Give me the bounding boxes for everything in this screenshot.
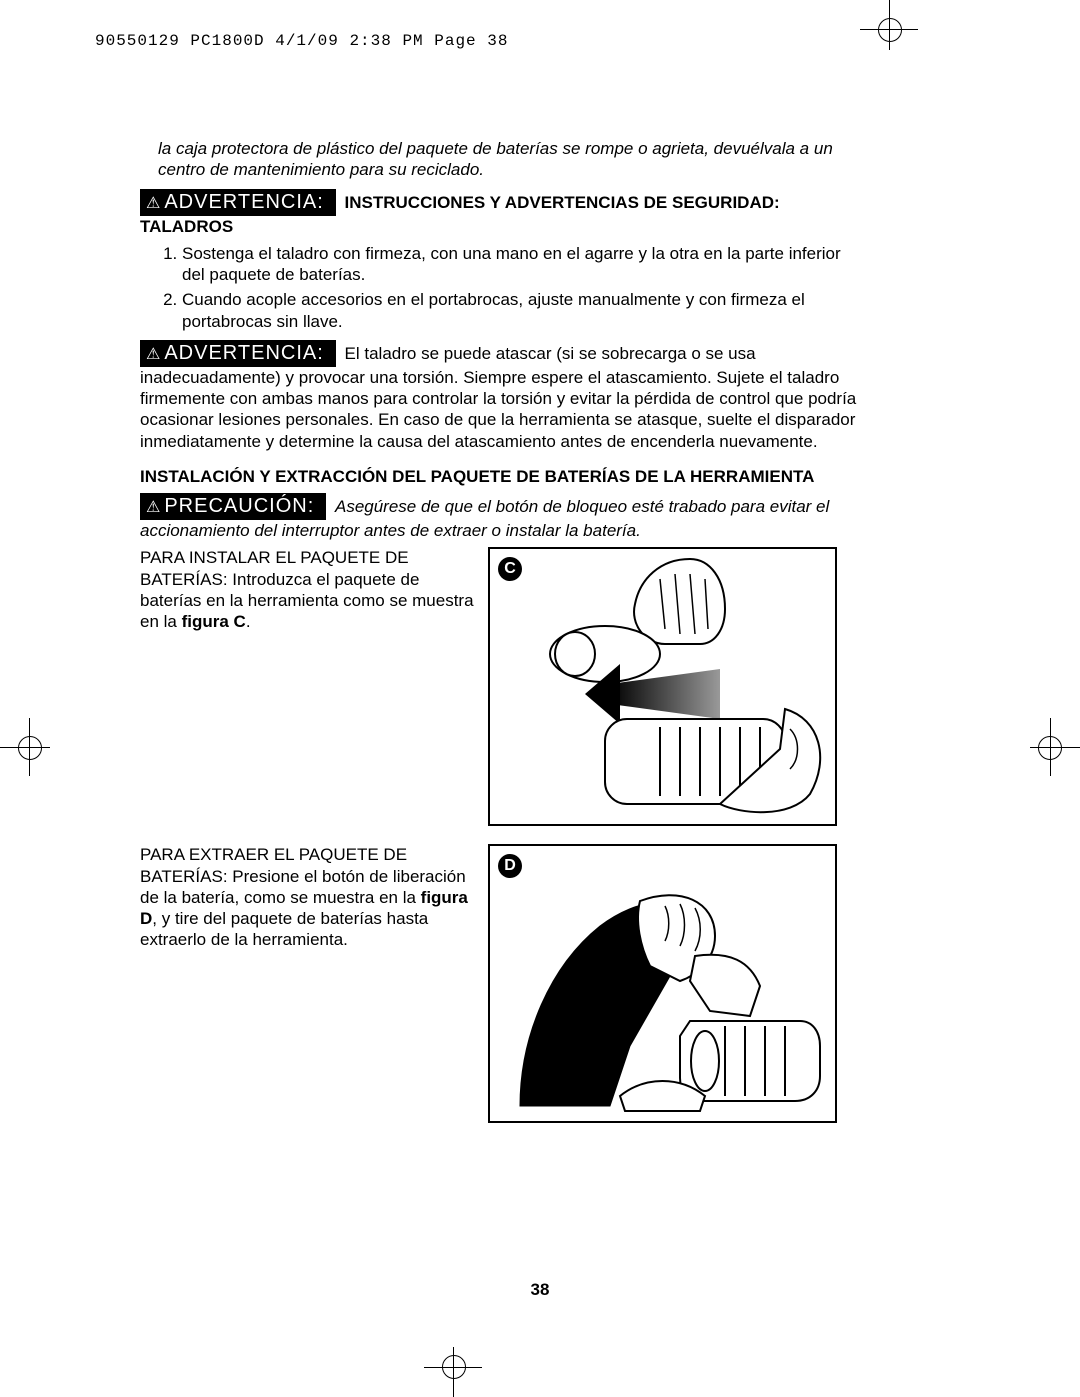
- install-post: .: [246, 612, 251, 631]
- intro-text: la caja protectora de plástico del paque…: [140, 138, 860, 181]
- precaucion-label: ⚠PRECAUCIÓN:: [140, 493, 326, 520]
- advertencia-label-2: ⚠ADVERTENCIA:: [140, 340, 336, 367]
- page-content: la caja protectora de plástico del paque…: [140, 138, 860, 1141]
- safety-list: Sostenga el taladro con firmeza, con una…: [140, 243, 860, 332]
- manual-page: 90550129 PC1800D 4/1/09 2:38 PM Page 38 …: [0, 0, 1080, 1397]
- install-bold: figura C: [182, 612, 246, 631]
- install-row-d: PARA EXTRAER EL PAQUETE DE BATERÍAS: Pre…: [140, 844, 860, 1123]
- figure-c: C: [488, 547, 837, 826]
- install-section: PARA INSTALAR EL PAQUETE DE BATERÍAS: In…: [140, 547, 860, 1123]
- advertencia-label: ⚠ADVERTENCIA:: [140, 189, 336, 216]
- remove-pre: PARA EXTRAER EL PAQUETE DE BATERÍAS: Pre…: [140, 845, 466, 907]
- crop-mark-left: [0, 736, 68, 758]
- figure-d: D: [488, 844, 837, 1123]
- install-text-c: PARA INSTALAR EL PAQUETE DE BATERÍAS: In…: [140, 547, 488, 632]
- figure-d-illustration: [490, 846, 835, 1126]
- figure-c-illustration: [490, 549, 835, 824]
- section3-title: INSTALACIÓN Y EXTRACCIÓN DEL PAQUETE DE …: [140, 466, 860, 487]
- crop-mark-bottom: [442, 1329, 464, 1397]
- advertencia-text-2: ADVERTENCIA:: [164, 342, 323, 364]
- crop-mark-right: [1012, 736, 1080, 758]
- warning-triangle-icon: ⚠: [146, 498, 161, 518]
- precaucion-text: PRECAUCIÓN:: [164, 495, 314, 517]
- section-jam-warning: ⚠ADVERTENCIA: El taladro se puede atasca…: [140, 340, 860, 452]
- document-slug: 90550129 PC1800D 4/1/09 2:38 PM Page 38: [95, 32, 508, 50]
- page-number: 38: [0, 1280, 1080, 1300]
- section-safety-drills: ⚠ADVERTENCIA: INSTRUCCIONES Y ADVERTENCI…: [140, 189, 860, 237]
- warning-triangle-icon: ⚠: [146, 194, 161, 214]
- safety-item-1: Sostenga el taladro con firmeza, con una…: [182, 243, 860, 286]
- warning-triangle-icon: ⚠: [146, 345, 161, 365]
- crop-mark-top: [878, 0, 900, 68]
- advertencia-text: ADVERTENCIA:: [164, 191, 323, 213]
- remove-post: , y tire del paquete de baterías hasta e…: [140, 909, 428, 949]
- safety-item-2: Cuando acople accesorios en el portabroc…: [182, 289, 860, 332]
- section-precaution: ⚠PRECAUCIÓN: Asegúrese de que el botón d…: [140, 493, 860, 541]
- install-text-d: PARA EXTRAER EL PAQUETE DE BATERÍAS: Pre…: [140, 844, 488, 950]
- install-row-c: PARA INSTALAR EL PAQUETE DE BATERÍAS: In…: [140, 547, 860, 826]
